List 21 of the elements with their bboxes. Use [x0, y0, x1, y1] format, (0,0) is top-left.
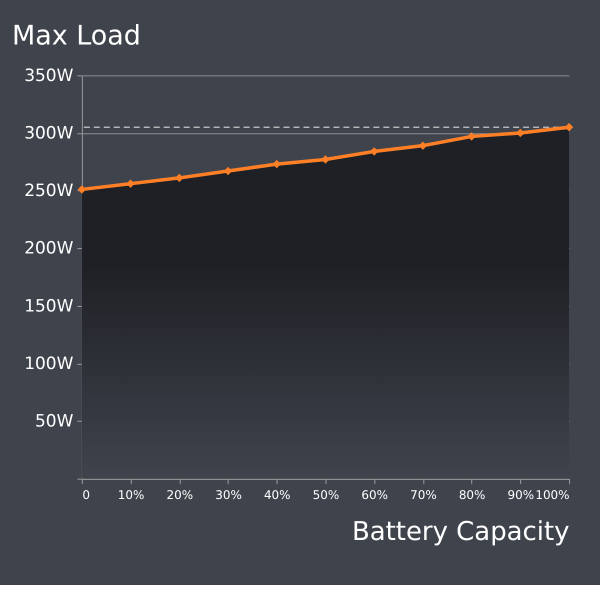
point	[370, 147, 378, 156]
x-tick-label: 40%	[264, 488, 291, 502]
y-tick-label: 200W	[24, 238, 74, 259]
x-tick-label: 20%	[166, 488, 194, 502]
x-tick-label: 80%	[458, 488, 486, 502]
x-axis-title: Battery Capacity	[352, 517, 570, 548]
x-tick-label: 0	[82, 488, 90, 502]
x-tick-label: 10%	[118, 488, 144, 502]
y-tick-label: 300W	[24, 123, 74, 144]
x-tick-label: 50%	[312, 488, 340, 502]
y-tick-label: 250W	[24, 181, 74, 202]
x-tick-label: 90%	[508, 488, 534, 502]
y-tick-label: 100W	[24, 354, 74, 374]
x-tick-label: 100%	[535, 488, 570, 502]
x-tick-label: 30%	[215, 488, 242, 502]
y-tick-label: 150W	[24, 296, 74, 316]
y-tick-label: 350W	[24, 66, 74, 86]
x-tick-label: 70%	[410, 488, 437, 502]
chart-title: Max Load	[12, 20, 141, 52]
x-tick-label: 60%	[361, 488, 388, 502]
y-tick-label: 50W	[35, 412, 74, 432]
